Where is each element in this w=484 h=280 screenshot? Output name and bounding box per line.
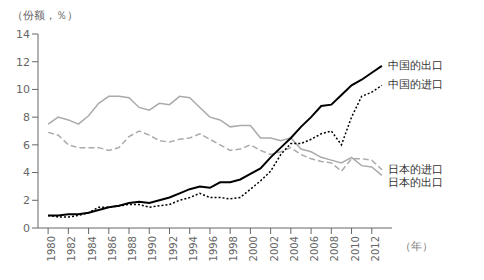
svg-text:12: 12 — [16, 56, 30, 69]
svg-text:（年）: （年） — [400, 240, 433, 253]
svg-text:6: 6 — [23, 139, 30, 152]
svg-text:2004: 2004 — [289, 236, 300, 261]
svg-text:1992: 1992 — [168, 236, 179, 261]
svg-text:2006: 2006 — [309, 236, 320, 261]
svg-text:1980: 1980 — [46, 236, 57, 261]
svg-text:中国的出口: 中国的出口 — [388, 59, 443, 72]
svg-text:1988: 1988 — [127, 236, 138, 261]
svg-text:4: 4 — [23, 166, 30, 179]
svg-text:2008: 2008 — [329, 236, 340, 261]
svg-text:2000: 2000 — [249, 236, 260, 261]
svg-text:日本的进口: 日本的进口 — [388, 163, 443, 176]
svg-text:中国的进口: 中国的进口 — [388, 78, 443, 91]
svg-text:1994: 1994 — [188, 236, 199, 261]
svg-text:1982: 1982 — [66, 236, 77, 261]
svg-text:1996: 1996 — [208, 236, 219, 261]
svg-text:1984: 1984 — [87, 236, 98, 261]
svg-text:2010: 2010 — [350, 236, 361, 261]
svg-text:8: 8 — [23, 111, 30, 124]
svg-text:2: 2 — [23, 194, 30, 207]
svg-text:2002: 2002 — [269, 236, 280, 261]
svg-text:0: 0 — [23, 222, 30, 235]
svg-text:1986: 1986 — [107, 236, 118, 261]
svg-text:10: 10 — [16, 83, 30, 96]
svg-text:日本的出口: 日本的出口 — [388, 176, 443, 189]
svg-text:2012: 2012 — [370, 236, 381, 261]
svg-text:1990: 1990 — [147, 236, 158, 261]
svg-text:14: 14 — [16, 28, 30, 41]
svg-text:1998: 1998 — [228, 236, 239, 261]
html-text:（份额，％）: （份额，％） — [12, 9, 78, 22]
